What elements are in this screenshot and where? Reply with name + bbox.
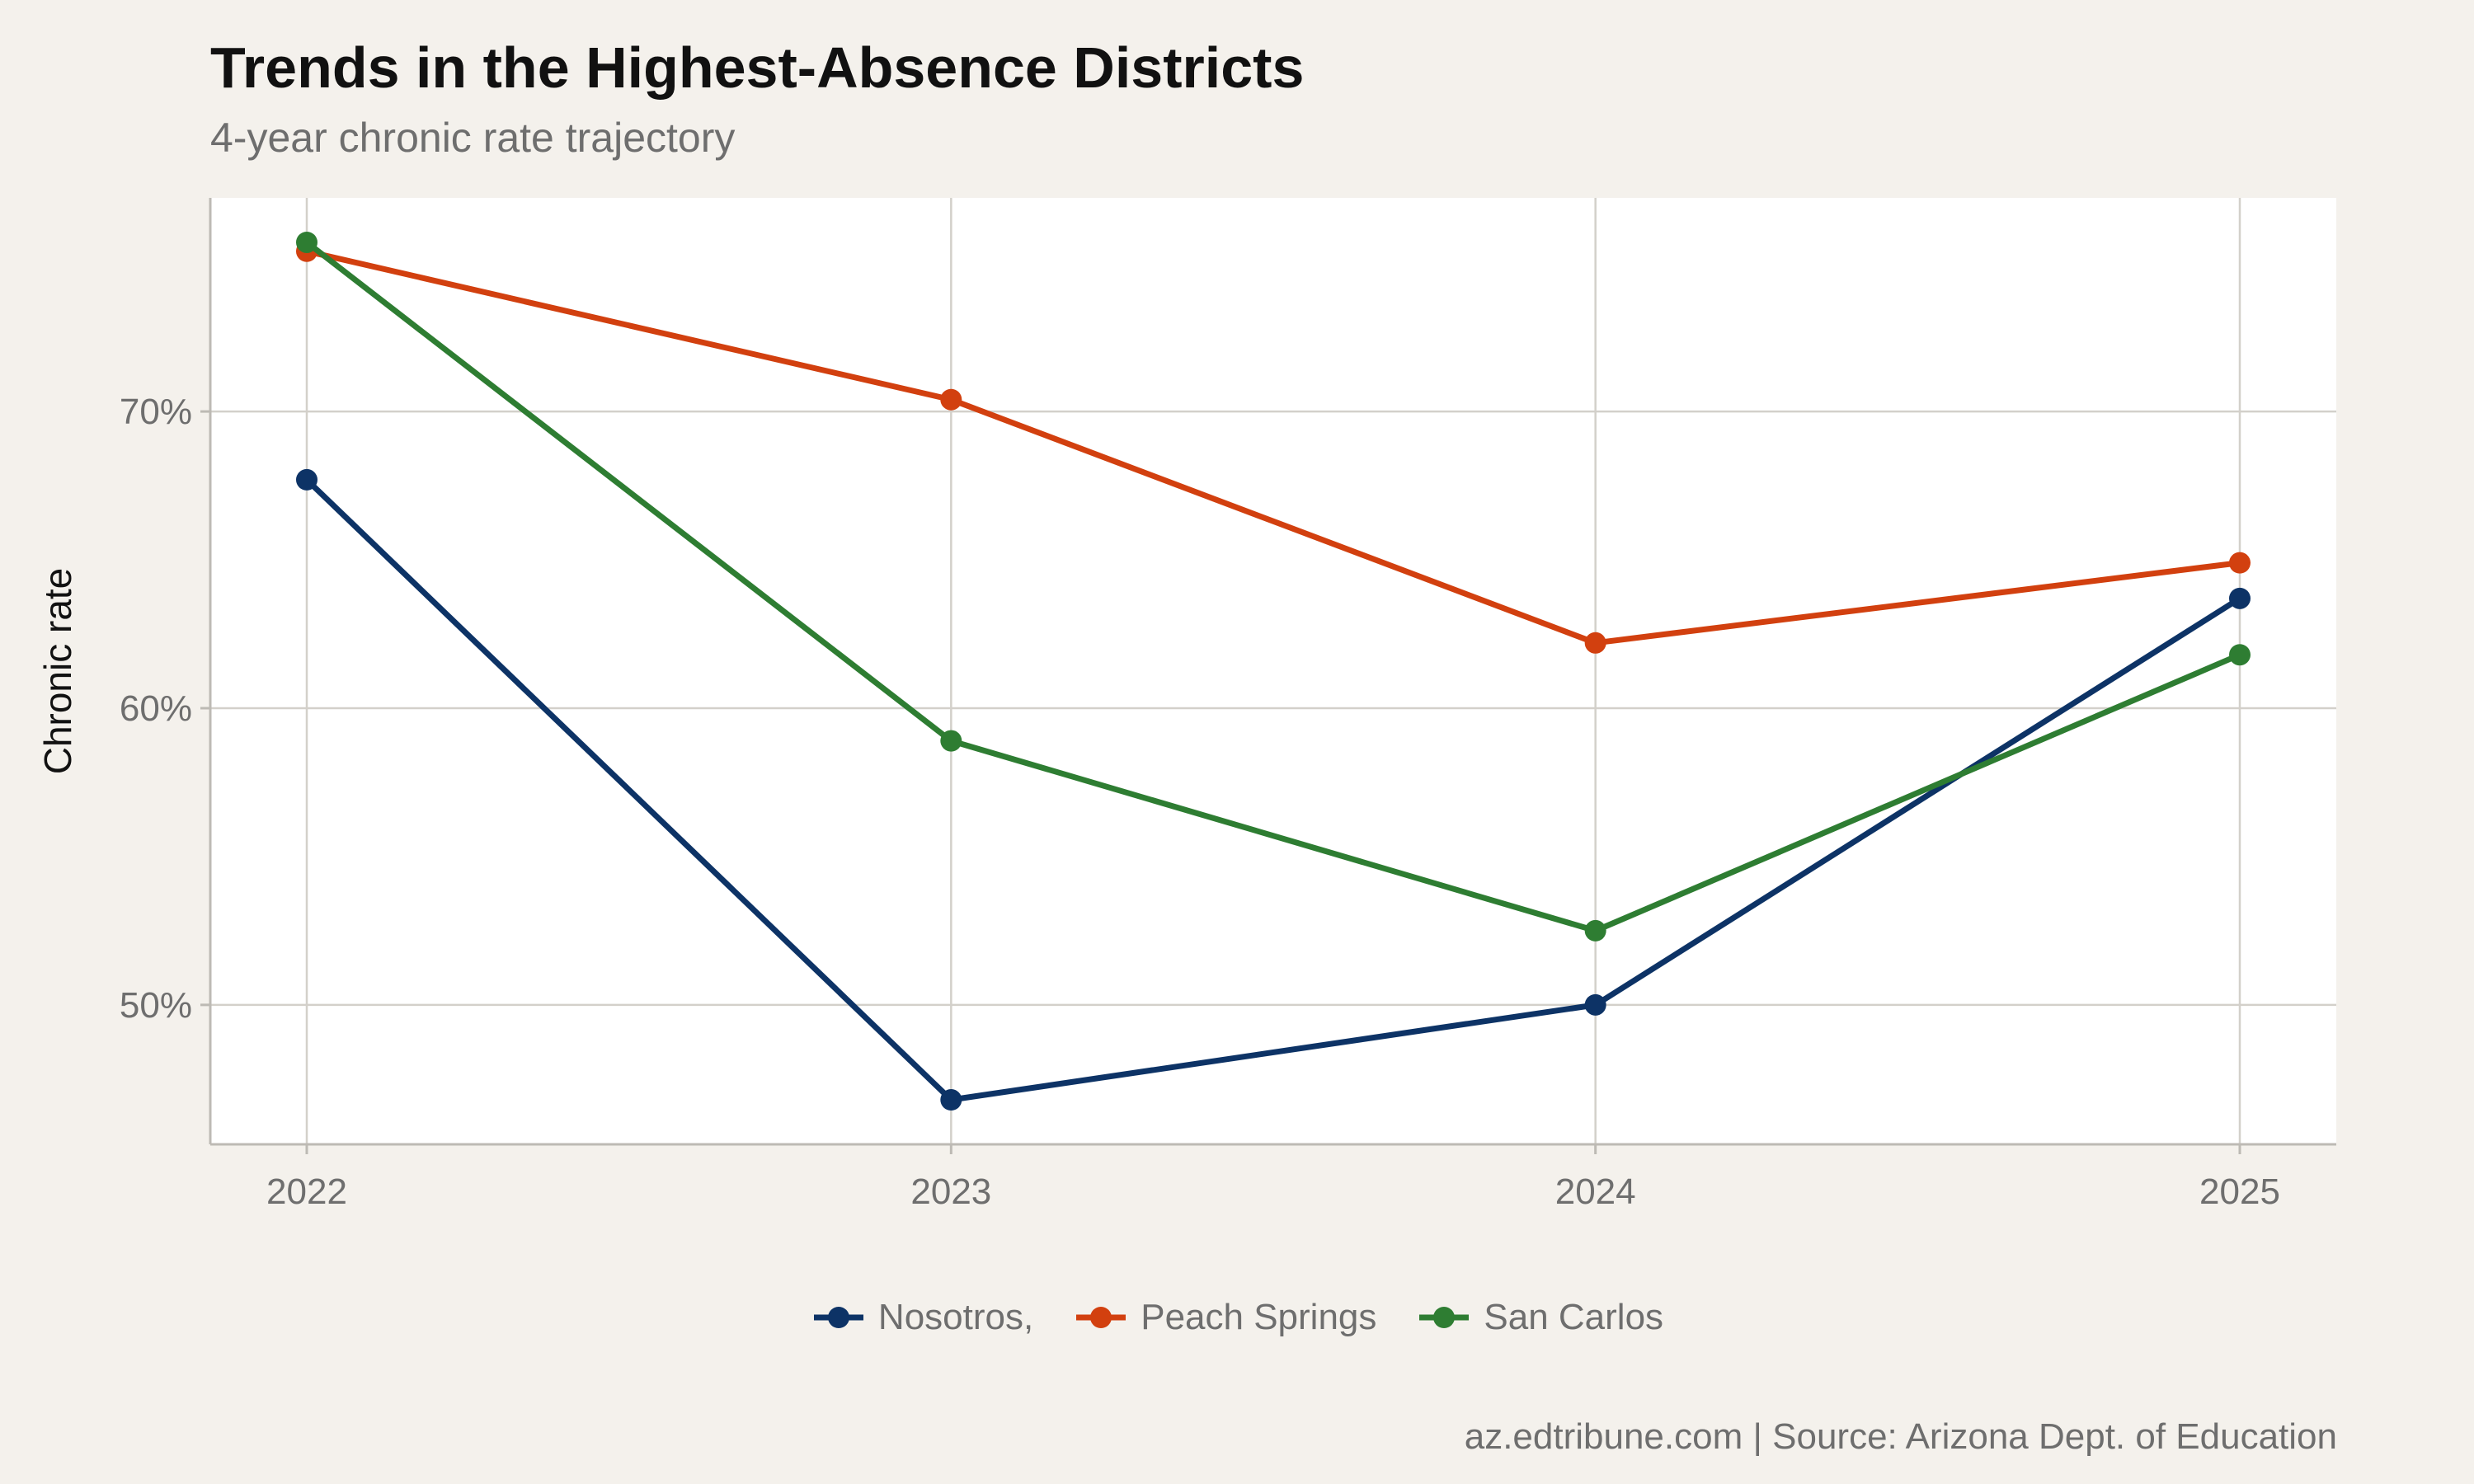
y-tick-labels: 50% 60% 70% <box>120 392 210 1026</box>
series-line <box>303 239 2243 934</box>
chart-subtitle: 4-year chronic rate trajectory <box>210 115 736 161</box>
series-nosotros <box>296 468 2251 1111</box>
x-tick-labels: 2022 2023 2024 2025 <box>266 1144 2280 1212</box>
data-point <box>2229 552 2251 574</box>
legend: Nosotros, Peach Springs San Carlos <box>0 1293 2474 1342</box>
source-caption: az.edtribune.com | Source: Arizona Dept.… <box>1464 1416 2337 1457</box>
y-tick-label: 50% <box>120 985 192 1026</box>
legend-label: San Carlos <box>1484 1297 1664 1337</box>
data-point <box>2229 587 2251 609</box>
legend-label: Nosotros, <box>877 1297 1034 1337</box>
y-tick-label: 60% <box>120 688 192 729</box>
legend-item: Peach Springs <box>1073 1297 1376 1338</box>
x-tick-label: 2024 <box>1555 1172 1636 1212</box>
legend-swatch <box>813 1307 863 1328</box>
series-san-carlos <box>296 231 2251 942</box>
series-line <box>303 248 2243 646</box>
legend-item: Nosotros, <box>811 1297 1033 1338</box>
data-point <box>296 468 317 491</box>
series-peach-springs <box>296 240 2251 654</box>
y-tick-label: 70% <box>120 392 192 432</box>
legend-swatch <box>1419 1307 1470 1328</box>
data-point <box>1584 632 1606 654</box>
chart-title: Trends in the Highest-Absence Districts <box>210 35 1305 100</box>
gridlines <box>210 198 2336 1144</box>
data-point <box>2229 644 2251 666</box>
data-series <box>296 231 2251 1111</box>
x-tick-label: 2025 <box>2199 1172 2280 1212</box>
legend-swatch <box>1076 1307 1126 1328</box>
data-point <box>940 1089 962 1111</box>
axes <box>209 198 2336 1146</box>
y-axis-label: Chronic rate <box>36 568 79 775</box>
series-line <box>303 477 2243 1103</box>
data-point <box>1584 919 1606 942</box>
data-point <box>1584 993 1606 1016</box>
data-point <box>940 388 962 411</box>
x-tick-label: 2023 <box>910 1172 991 1212</box>
data-point <box>940 730 962 752</box>
legend-item: San Carlos <box>1416 1297 1663 1338</box>
plot-panel <box>210 198 2336 1144</box>
x-tick-label: 2022 <box>266 1172 347 1212</box>
data-point <box>296 231 317 253</box>
legend-label: Peach Springs <box>1141 1297 1377 1337</box>
